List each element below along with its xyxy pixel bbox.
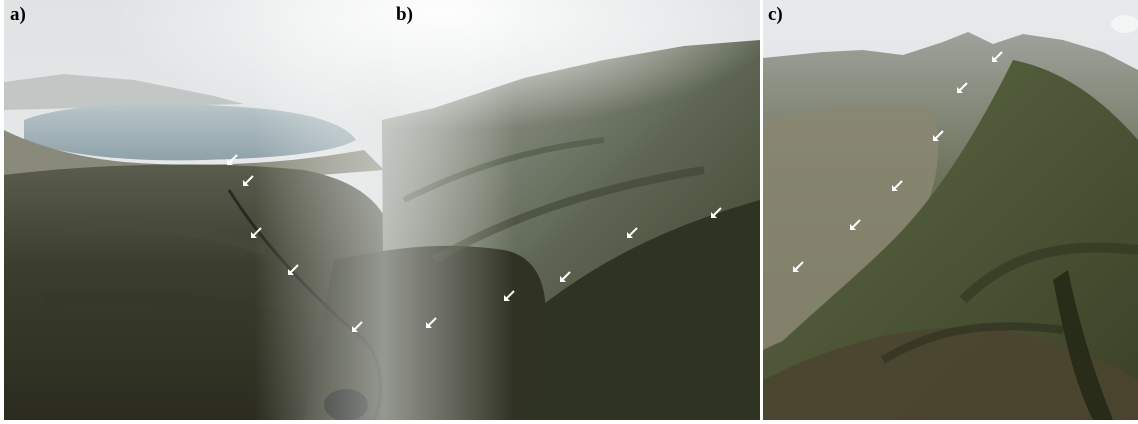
photo-panel-ab: [4, 0, 760, 420]
aerial-ridge-photo: [763, 0, 1138, 420]
panel-label-b: b): [396, 4, 413, 25]
panel-label-c: c): [768, 4, 783, 25]
photo-panel-c: [763, 0, 1138, 420]
aerial-valley-photo: [4, 0, 760, 420]
panel-label-a: a): [10, 4, 26, 25]
